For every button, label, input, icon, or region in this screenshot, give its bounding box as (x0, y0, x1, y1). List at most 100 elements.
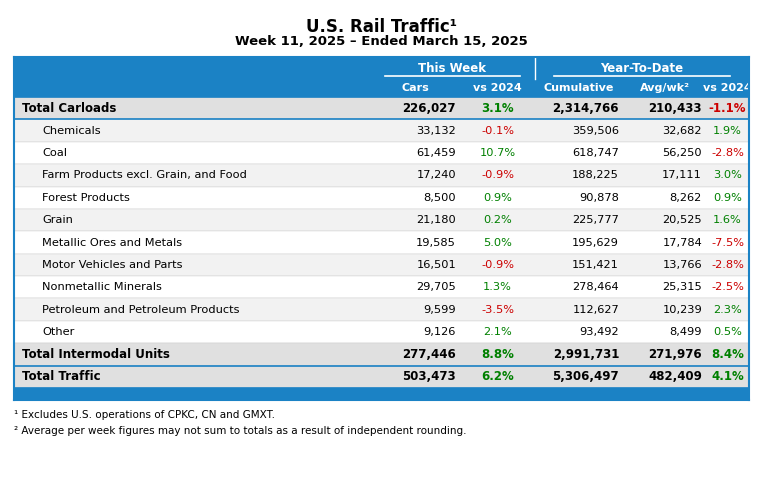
Text: -0.9%: -0.9% (481, 260, 514, 270)
Text: 1.9%: 1.9% (713, 126, 742, 136)
Text: 32,682: 32,682 (662, 126, 702, 136)
Text: 503,473: 503,473 (402, 370, 456, 383)
Bar (14, 231, 749, 254)
Text: 1.3%: 1.3% (483, 282, 512, 292)
Text: 3.1%: 3.1% (481, 102, 513, 115)
Text: 4.1%: 4.1% (711, 370, 744, 383)
Text: 61,459: 61,459 (417, 148, 456, 158)
Text: 226,027: 226,027 (403, 102, 456, 115)
Text: 56,250: 56,250 (662, 148, 702, 158)
Text: 618,747: 618,747 (572, 148, 619, 158)
Text: vs 2024: vs 2024 (473, 83, 522, 93)
Bar (14, 79, 749, 97)
Text: 112,627: 112,627 (572, 304, 619, 315)
Text: 359,506: 359,506 (572, 126, 619, 136)
Text: 8,262: 8,262 (670, 193, 702, 203)
Bar (14, 276, 749, 298)
Text: 10.7%: 10.7% (479, 148, 516, 158)
Text: Week 11, 2025 – Ended March 15, 2025: Week 11, 2025 – Ended March 15, 2025 (235, 35, 528, 48)
Bar (14, 120, 749, 142)
Text: Petroleum and Petroleum Products: Petroleum and Petroleum Products (42, 304, 240, 315)
Bar (14, 164, 749, 186)
Text: vs 2024: vs 2024 (703, 83, 752, 93)
Text: 90,878: 90,878 (579, 193, 619, 203)
Text: 9,599: 9,599 (423, 304, 456, 315)
Text: -2.8%: -2.8% (711, 260, 744, 270)
Bar (14, 186, 749, 209)
Text: 17,111: 17,111 (662, 170, 702, 180)
Text: 1.6%: 1.6% (713, 215, 742, 225)
Text: 8,500: 8,500 (423, 193, 456, 203)
Text: ¹ Excludes U.S. operations of CPKC, CN and GMXT.: ¹ Excludes U.S. operations of CPKC, CN a… (14, 410, 275, 420)
Text: 21,180: 21,180 (417, 215, 456, 225)
Text: -2.8%: -2.8% (711, 148, 744, 158)
Text: 8.4%: 8.4% (711, 348, 744, 361)
Bar (14, 97, 749, 120)
Text: 19,585: 19,585 (416, 238, 456, 248)
Text: Forest Products: Forest Products (42, 193, 130, 203)
Bar (14, 254, 749, 276)
Text: Total Carloads: Total Carloads (22, 102, 117, 115)
Text: 9,126: 9,126 (423, 327, 456, 337)
Text: Coal: Coal (42, 148, 67, 158)
Text: 2.3%: 2.3% (713, 304, 742, 315)
Text: -0.9%: -0.9% (481, 170, 514, 180)
Text: -0.1%: -0.1% (481, 126, 514, 136)
Text: 29,705: 29,705 (417, 282, 456, 292)
Text: Total Traffic: Total Traffic (22, 370, 101, 383)
Text: 8,499: 8,499 (669, 327, 702, 337)
Text: U.S. Rail Traffic¹: U.S. Rail Traffic¹ (306, 18, 457, 36)
Text: 25,315: 25,315 (662, 282, 702, 292)
Text: 17,784: 17,784 (662, 238, 702, 248)
Text: 3.0%: 3.0% (713, 170, 742, 180)
Bar (14, 209, 749, 231)
Text: 93,492: 93,492 (579, 327, 619, 337)
Text: 16,501: 16,501 (417, 260, 456, 270)
Text: 2.1%: 2.1% (483, 327, 512, 337)
Text: -2.5%: -2.5% (711, 282, 744, 292)
Text: 277,446: 277,446 (402, 348, 456, 361)
Text: 225,777: 225,777 (572, 215, 619, 225)
Text: Nonmetallic Minerals: Nonmetallic Minerals (42, 282, 162, 292)
Bar (14, 298, 749, 321)
Text: 0.2%: 0.2% (483, 215, 512, 225)
Text: 188,225: 188,225 (572, 170, 619, 180)
Text: 195,629: 195,629 (572, 238, 619, 248)
Text: 2,314,766: 2,314,766 (552, 102, 619, 115)
Text: 13,766: 13,766 (662, 260, 702, 270)
Text: 271,976: 271,976 (649, 348, 702, 361)
Text: Other: Other (42, 327, 74, 337)
Text: 0.9%: 0.9% (483, 193, 512, 203)
Text: Chemicals: Chemicals (42, 126, 101, 136)
Text: 17,240: 17,240 (417, 170, 456, 180)
Text: ² Average per week figures may not sum to totals as a result of independent roun: ² Average per week figures may not sum t… (14, 426, 466, 436)
Text: 10,239: 10,239 (662, 304, 702, 315)
Text: 33,132: 33,132 (417, 126, 456, 136)
Text: 0.5%: 0.5% (713, 327, 742, 337)
Text: 151,421: 151,421 (572, 260, 619, 270)
Text: -1.1%: -1.1% (709, 102, 746, 115)
Text: 2,991,731: 2,991,731 (552, 348, 619, 361)
Text: 8.8%: 8.8% (481, 348, 514, 361)
Text: 5,306,497: 5,306,497 (552, 370, 619, 383)
Text: 0.9%: 0.9% (713, 193, 742, 203)
Text: Farm Products excl. Grain, and Food: Farm Products excl. Grain, and Food (42, 170, 247, 180)
Bar (14, 343, 749, 366)
Text: 5.0%: 5.0% (483, 238, 512, 248)
Text: Grain: Grain (42, 215, 73, 225)
Bar (14, 142, 749, 164)
Bar (14, 366, 749, 388)
Text: 278,464: 278,464 (572, 282, 619, 292)
Text: -3.5%: -3.5% (481, 304, 514, 315)
Text: This Week: This Week (418, 62, 487, 75)
Text: Year-To-Date: Year-To-Date (600, 62, 684, 75)
Text: Metallic Ores and Metals: Metallic Ores and Metals (42, 238, 182, 248)
Text: Total Intermodal Units: Total Intermodal Units (22, 348, 170, 361)
Bar (14, 57, 749, 79)
Text: Cars: Cars (401, 83, 429, 93)
Text: 6.2%: 6.2% (481, 370, 513, 383)
Text: Avg/wk²: Avg/wk² (639, 83, 690, 93)
Text: -7.5%: -7.5% (711, 238, 744, 248)
Bar (14, 321, 749, 343)
Text: 482,409: 482,409 (648, 370, 702, 383)
